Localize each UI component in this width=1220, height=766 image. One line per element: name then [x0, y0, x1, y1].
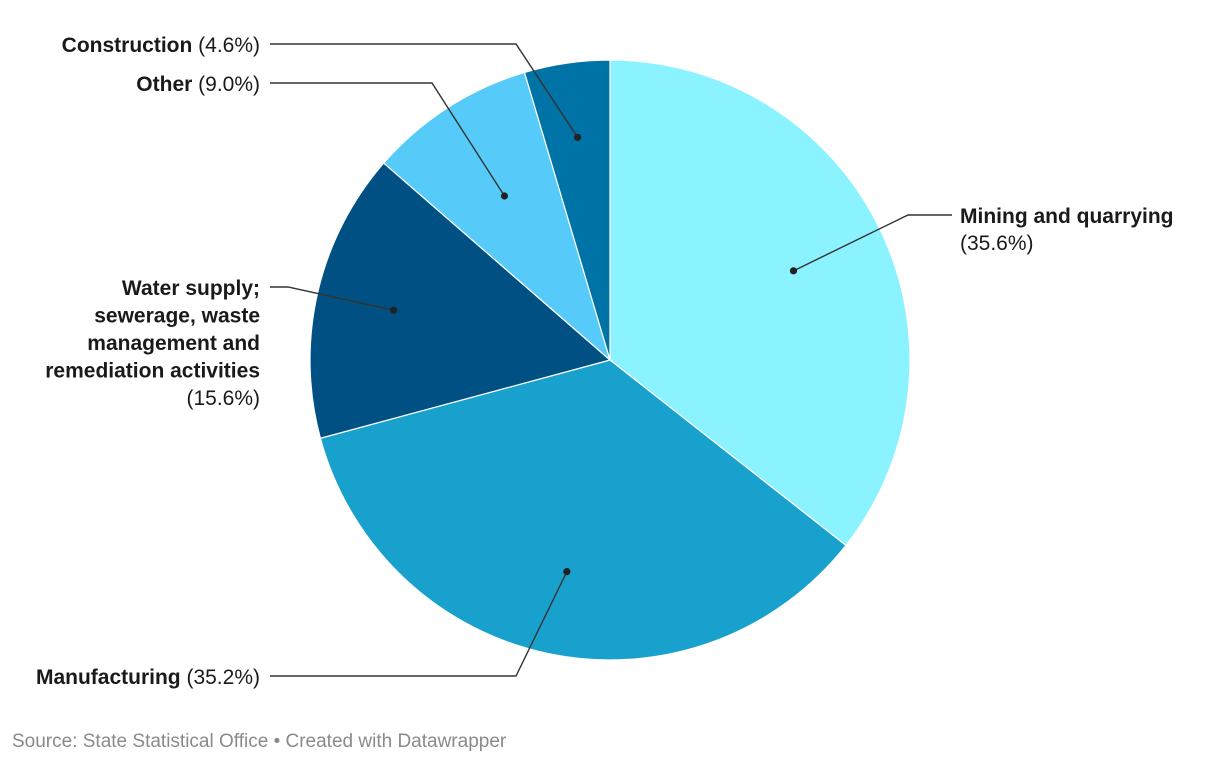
slice-label-name: Water supply;	[122, 277, 260, 300]
leader-line-mining-and-quarrying	[793, 214, 952, 272]
slice-label-percent: (15.6%)	[186, 387, 260, 410]
pie-slice-construction	[523, 59, 611, 361]
leader-dot-construction	[573, 133, 582, 141]
source-text: Source: State Statistical Office	[12, 731, 269, 752]
pie-slices	[309, 59, 911, 661]
slice-label-name: Construction	[62, 34, 193, 57]
leader-line-water-supply	[270, 286, 394, 311]
leader-dot-mining-and-quarrying	[789, 267, 798, 275]
footer-source: Source: State Statistical Office • Creat…	[12, 731, 506, 753]
slice-label-water-supply: Water supply; sewerage, waste management a…	[45, 277, 260, 410]
slice-label-mining-and-quarrying: Mining and quarrying (35.6%)	[960, 205, 1174, 255]
slice-label-percent: (35.6%)	[960, 232, 1034, 255]
slice-label-name: Other	[136, 73, 192, 96]
leader-line-manufacturing	[270, 571, 568, 677]
slice-label-percent: (9.0%)	[192, 73, 260, 96]
slice-label-name: remediation activities	[45, 360, 260, 383]
slice-label-percent: (35.2%)	[181, 666, 260, 689]
credit-text: Created with Datawrapper	[285, 731, 507, 752]
pie-slice-manufacturing	[319, 359, 847, 661]
slice-label-name: Manufacturing	[36, 666, 181, 689]
leader-dot-manufacturing	[563, 568, 571, 576]
slice-label-other: Other (9.0%)	[136, 73, 260, 96]
leader-lines	[270, 43, 952, 677]
leader-line-other	[270, 82, 506, 197]
pie-slice-water-supply	[309, 162, 612, 439]
slice-label-percent: (4.6%)	[192, 34, 260, 57]
slice-label-name: management and	[87, 332, 260, 355]
leader-line-construction	[270, 43, 579, 138]
footer-separator: •	[273, 731, 281, 752]
leader-dot-water-supply	[390, 306, 398, 314]
slice-labels: Mining and quarrying (35.6%) Manufacturing…	[36, 34, 1174, 689]
slice-label-name: sewerage, waste	[94, 305, 260, 328]
slice-label-manufacturing: Manufacturing (35.2%)	[36, 666, 260, 689]
leader-dot-other	[500, 192, 509, 200]
slice-label-construction: Construction (4.6%)	[62, 34, 260, 57]
slice-label-name: Mining and quarrying	[960, 205, 1174, 228]
